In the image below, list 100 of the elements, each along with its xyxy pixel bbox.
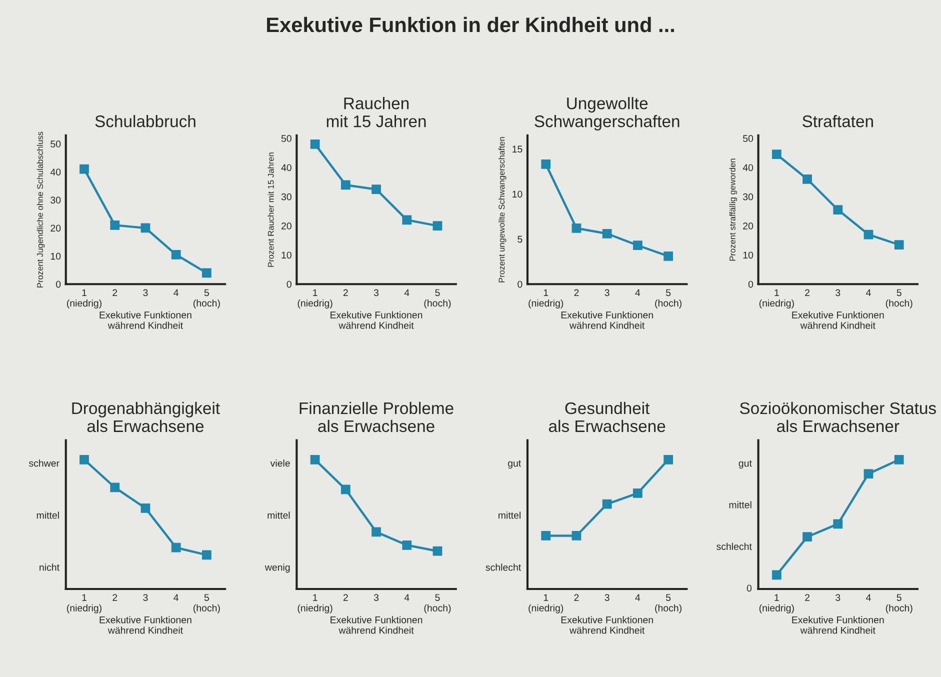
text: schlecht [486, 564, 522, 571]
x-tick-label: 1 (niedrig) [298, 289, 332, 309]
point [340, 180, 350, 190]
x-tick-label: 2 [574, 289, 579, 296]
x-axis-title: Exekutive Funktionen während Kindheit [330, 616, 422, 634]
point [402, 215, 412, 225]
point [864, 469, 874, 478]
x-axis-title: Exekutive Funktionen während Kindheit [792, 311, 884, 329]
x-tick-label: 4 [866, 289, 871, 296]
x-axis-title: Exekutive Funktionen während Kindheit [792, 616, 884, 634]
point [402, 540, 412, 550]
x-tick-label: 5 (hoch) [655, 594, 682, 614]
chart-title: Rauchen mit 15 Jahren [326, 97, 426, 128]
text: schwer [28, 460, 60, 467]
point [802, 174, 812, 184]
point [833, 205, 843, 214]
x-axis-title: Exekutive Funktionen während Kindheit [330, 311, 422, 329]
point [572, 531, 582, 540]
chart-title: Drogenabhängigkeit als Erwachsene [72, 402, 220, 432]
text: mittel [729, 501, 752, 508]
x-tick-label: 5 (hoch) [424, 289, 451, 309]
x-tick-label: 3 [604, 289, 610, 296]
x-axis-title: Exekutive Funktionen während Kindheit [561, 311, 653, 329]
y-tick-label: 0 [56, 280, 61, 288]
point [372, 527, 381, 537]
x-tick-label: 3 [143, 594, 148, 601]
y-tick-label: 15 [512, 146, 522, 153]
point [171, 250, 181, 260]
x-tick-label: 4 [404, 594, 410, 601]
y-tick-label: 20 [50, 224, 61, 232]
point [140, 503, 150, 513]
x-tick-label: 1 (niedrig) [67, 289, 102, 309]
point [772, 150, 782, 160]
chart-title: Schulabbruch [95, 114, 196, 128]
x-tick-label: 1 (niedrig) [528, 289, 564, 309]
y-tick-label: 0 [286, 280, 292, 288]
point [664, 251, 673, 261]
y-tick-label: 30 [50, 196, 61, 204]
x-tick-label: 1 (niedrig) [298, 594, 332, 614]
point [310, 139, 320, 149]
point [541, 531, 551, 540]
point [202, 268, 212, 278]
point [633, 488, 642, 498]
point [894, 454, 904, 464]
point [202, 550, 212, 560]
x-tick-label: 4 [174, 594, 178, 601]
x-tick-label: 3 [836, 594, 840, 601]
x-tick-label: 5 (hoch) [424, 594, 451, 614]
point [432, 546, 442, 556]
x-tick-label: 5 (hoch) [194, 289, 220, 309]
y-tick-label: 30 [742, 193, 754, 200]
x-tick-label: 3 [374, 594, 379, 601]
x-tick-label: 1 (niedrig) [67, 594, 102, 614]
x-tick-label: 2 [343, 289, 348, 296]
y-tick-label: 40 [742, 164, 754, 172]
x-tick-label: 1 (niedrig) [759, 594, 794, 614]
x-axis-title: Exekutive Funktionen während Kindheit [100, 311, 192, 329]
y-tick-label: 20 [743, 222, 754, 230]
x-tick-label: 3 [836, 289, 840, 296]
x-tick-label: 2 [574, 594, 579, 601]
x-tick-label: 4 [635, 289, 640, 296]
point [372, 184, 381, 194]
point [310, 454, 320, 464]
text: Exekutive Funktion in der Kindheit und ... [267, 16, 674, 32]
x-tick-label: 4 [635, 594, 640, 601]
point [664, 454, 673, 464]
y-tick-label: 40 [281, 164, 292, 172]
text: viele [270, 460, 290, 467]
x-tick-label: 2 [112, 289, 118, 296]
text: mittel [36, 512, 59, 519]
y-axis-title: Prozent Jugendliche ohne Schulabschluss [36, 132, 45, 288]
y-tick-label: 30 [281, 193, 292, 200]
x-axis-title: Exekutive Funktionen während Kindheit [561, 616, 653, 634]
point [864, 230, 874, 240]
point [110, 220, 120, 230]
point [894, 240, 904, 250]
text: nicht [40, 564, 60, 571]
y-tick-label: 10 [743, 252, 754, 259]
x-tick-label: 5 (hoch) [886, 594, 912, 614]
x-tick-label: 2 [343, 594, 348, 601]
point [80, 454, 89, 464]
x-axis-title: Exekutive Funktionen während Kindheit [100, 616, 192, 634]
x-tick-label: 1 (niedrig) [759, 289, 794, 309]
x-tick-label: 2 [112, 594, 118, 601]
x-tick-label: 3 [374, 289, 379, 296]
text: mittel [498, 512, 520, 519]
y-tick-label: 10 [50, 252, 61, 260]
point [802, 532, 812, 542]
point [602, 228, 612, 238]
y-tick-label: 10 [512, 190, 522, 198]
text: gut [508, 460, 522, 469]
x-tick-label: 2 [805, 289, 810, 296]
chart-title: Finanzielle Probleme als Erwachsene [300, 402, 454, 432]
y-tick-label: 40 [50, 168, 61, 176]
y-axis-title: Prozent straffällig geworden [729, 158, 738, 261]
y-axis-title: Prozent ungewollte Schwangerschaften [498, 137, 506, 282]
point [171, 542, 181, 552]
x-tick-label: 5 (hoch) [194, 594, 220, 614]
text: mittel [268, 512, 290, 519]
y-tick-label: 0 [518, 280, 522, 288]
